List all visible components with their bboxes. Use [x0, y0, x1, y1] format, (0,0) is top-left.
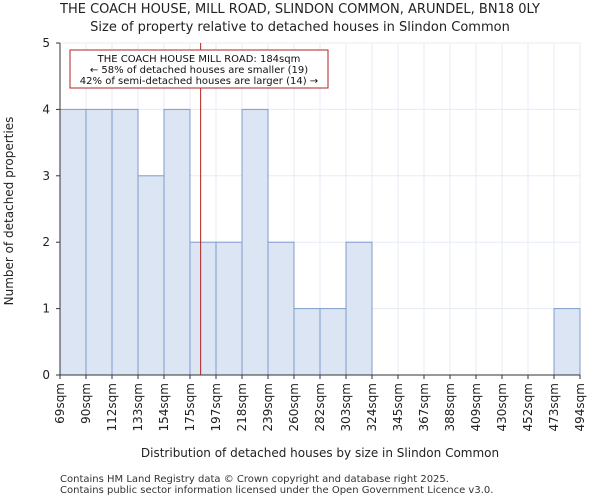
bar-175sqm — [189, 241, 217, 376]
y-tick-label: 4 — [42, 102, 50, 116]
annotation-line-3: 42% of semi-detached houses are larger (… — [80, 76, 318, 87]
x-tick-label: 69sqm — [53, 383, 67, 424]
bar-303sqm — [345, 241, 373, 376]
y-tick-label: 0 — [42, 368, 50, 382]
x-tick-label: 175sqm — [183, 383, 197, 431]
y-tick-label: 1 — [42, 302, 50, 316]
x-tick-label: 452sqm — [521, 383, 535, 431]
bar-239sqm — [267, 241, 295, 376]
annotation-line-2: ← 58% of detached houses are smaller (19… — [90, 65, 308, 76]
x-tick-label: 197sqm — [209, 383, 223, 431]
bar-69sqm — [59, 108, 87, 376]
x-tick-label: 218sqm — [235, 383, 249, 431]
x-tick-label: 494sqm — [573, 383, 587, 431]
x-tick-label: 324sqm — [365, 383, 379, 431]
y-ticks: 0 1 2 3 4 5 — [42, 36, 60, 382]
y-axis-label: Number of detached properties — [2, 117, 16, 306]
bar-197sqm — [215, 241, 243, 376]
bar-90sqm — [85, 108, 113, 376]
x-tick-label: 112sqm — [105, 383, 119, 431]
bar-218sqm — [241, 108, 269, 376]
x-tick-label: 282sqm — [313, 383, 327, 431]
footer-line-1: Contains HM Land Registry data © Crown c… — [60, 474, 449, 485]
x-tick-label: 409sqm — [469, 383, 483, 431]
y-tick-label: 3 — [42, 169, 50, 183]
annotation-box: THE COACH HOUSE MILL ROAD: 184sqm ← 58% … — [69, 49, 329, 89]
x-tick-label: 239sqm — [261, 383, 275, 431]
y-tick-label: 2 — [42, 235, 50, 249]
x-tick-label: 133sqm — [131, 383, 145, 431]
x-tick-label: 473sqm — [547, 383, 561, 431]
x-tick-label: 90sqm — [79, 383, 93, 424]
bar-154sqm — [163, 108, 191, 376]
x-tick-label: 388sqm — [443, 383, 457, 431]
x-tick-label: 367sqm — [417, 383, 431, 431]
x-tick-label: 154sqm — [157, 383, 171, 431]
footer-line-2: Contains public sector information licen… — [60, 485, 494, 496]
bar-260sqm — [293, 308, 321, 376]
y-tick-label: 5 — [42, 36, 50, 50]
bar-133sqm — [137, 175, 165, 376]
x-axis-label: Distribution of detached houses by size … — [141, 446, 499, 460]
bar-282sqm — [319, 308, 347, 376]
annotation-line-1: THE COACH HOUSE MILL ROAD: 184sqm — [97, 54, 301, 65]
x-tick-label: 430sqm — [495, 383, 509, 431]
chart-subtitle: Size of property relative to detached ho… — [90, 20, 510, 35]
x-ticks: 69sqm 90sqm 112sqm 133sqm 154sqm 175sqm 197sqm… — [53, 375, 587, 431]
x-tick-label: 345sqm — [391, 383, 405, 431]
chart-title: THE COACH HOUSE, MILL ROAD, SLINDON COMM… — [60, 2, 540, 17]
annotation-rect — [69, 49, 329, 89]
bar-473sqm — [553, 308, 581, 376]
x-tick-label: 260sqm — [287, 383, 301, 431]
bar-112sqm — [111, 108, 139, 376]
x-tick-label: 303sqm — [339, 383, 353, 431]
